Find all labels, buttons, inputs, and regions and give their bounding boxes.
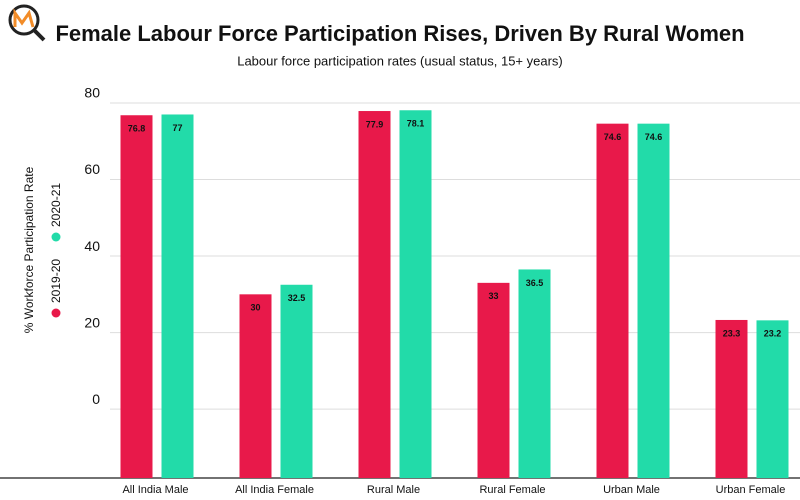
bar — [120, 115, 153, 478]
bar — [518, 269, 551, 478]
chart-subtitle: Labour force participation rates (usual … — [237, 53, 563, 68]
data-label: 76.8 — [128, 124, 146, 134]
data-label: 23.2 — [764, 329, 782, 339]
bar — [637, 123, 670, 478]
legend-label: 2019-20 — [49, 259, 63, 303]
x-tick-label: Urban Female — [716, 484, 786, 496]
data-label: 30 — [250, 303, 260, 313]
y-tick-label: 20 — [84, 314, 100, 330]
y-tick-label: 80 — [84, 85, 100, 101]
data-label: 74.6 — [645, 132, 663, 142]
data-label: 78.1 — [407, 119, 425, 129]
bar — [239, 294, 272, 478]
data-label: 23.3 — [723, 328, 741, 338]
logo — [8, 4, 46, 42]
x-tick-label: All India Female — [235, 484, 314, 496]
legend-marker — [51, 308, 61, 318]
x-tick-label: Rural Female — [479, 484, 545, 496]
x-tick-label: All India Male — [122, 484, 188, 496]
legend-label: 2020-21 — [49, 183, 63, 227]
bar — [358, 111, 391, 479]
bar — [161, 114, 194, 479]
bar — [715, 319, 748, 478]
y-axis-label: % Workforce Participation Rate — [22, 166, 36, 333]
bar — [280, 284, 313, 478]
x-tick-label: Urban Male — [603, 484, 660, 496]
chart-title: Female Labour Force Participation Rises,… — [55, 21, 744, 46]
data-label: 74.6 — [604, 132, 622, 142]
bar — [756, 320, 789, 478]
bar — [477, 282, 510, 478]
data-label: 36.5 — [526, 278, 544, 288]
bar — [596, 123, 629, 478]
data-label: 33 — [488, 291, 498, 301]
y-tick-label: 60 — [84, 161, 100, 177]
legend-marker — [51, 232, 61, 242]
bar — [399, 110, 432, 478]
y-tick-label: 40 — [84, 238, 100, 254]
data-label: 32.5 — [288, 293, 306, 303]
data-label: 77.9 — [366, 119, 384, 129]
y-tick-label: 0 — [92, 391, 100, 407]
x-tick-label: Rural Male — [367, 484, 420, 496]
data-label: 77 — [172, 123, 182, 133]
